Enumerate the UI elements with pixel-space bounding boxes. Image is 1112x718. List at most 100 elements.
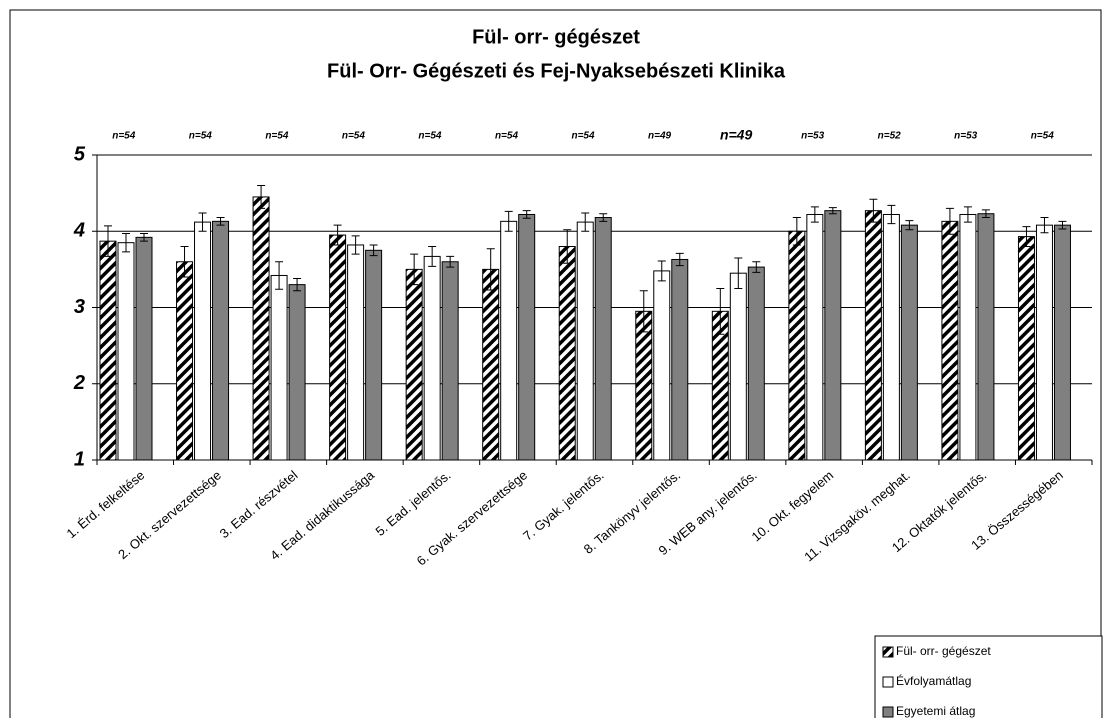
- bar: [270, 274, 288, 461]
- error-bar: [140, 233, 148, 242]
- n-label: n=54: [112, 131, 136, 142]
- error-bar: [486, 248, 495, 291]
- bar: [347, 244, 365, 461]
- error-bar: [828, 207, 837, 215]
- bar: [405, 268, 423, 461]
- error-bar: [657, 260, 666, 282]
- error-bar: [887, 204, 896, 225]
- legend-swatch: [882, 676, 894, 688]
- bar: [365, 249, 383, 461]
- y-tick-label: 4: [73, 220, 85, 242]
- error-bar: [369, 244, 378, 257]
- error-bar: [104, 225, 112, 257]
- legend-label: Évfolyamátlag: [896, 673, 971, 688]
- error-bar: [639, 290, 648, 333]
- n-label: n=53: [801, 131, 825, 142]
- bar: [329, 234, 347, 461]
- frame: [9, 9, 1102, 718]
- bar: [252, 196, 270, 461]
- bar: [423, 255, 441, 461]
- n-label: n=54: [571, 131, 595, 142]
- n-label: n=54: [1031, 131, 1055, 142]
- error-bar: [122, 233, 130, 253]
- bar: [594, 217, 612, 461]
- bar: [653, 270, 671, 461]
- bar: [441, 261, 459, 461]
- bar: [824, 210, 842, 461]
- error-bar: [716, 287, 725, 335]
- bar: [806, 213, 824, 461]
- error-bar: [752, 261, 761, 273]
- chart-subtitle: Fül- Orr- Gégészeti és Fej-Nyaksebészeti…: [327, 60, 786, 82]
- bar: [788, 230, 806, 461]
- x-tick-label: 1. Érd. felkeltése: [64, 467, 148, 541]
- error-bar: [446, 255, 455, 268]
- n-label: n=54: [495, 131, 519, 142]
- error-bar: [599, 213, 608, 222]
- legend-swatch: [882, 646, 894, 658]
- bar: [288, 284, 306, 461]
- bar: [671, 258, 689, 461]
- error-bar: [333, 224, 342, 246]
- n-label: n=54: [418, 131, 442, 142]
- legend-swatch: [882, 706, 894, 718]
- error-bar: [1058, 220, 1067, 230]
- bar: [135, 236, 153, 461]
- legend-label: Fül- orr- gégészet: [896, 644, 991, 658]
- bar: [576, 221, 594, 461]
- error-bar: [563, 229, 572, 264]
- bar: [212, 220, 230, 461]
- bar: [558, 246, 576, 461]
- bar: [1035, 224, 1053, 461]
- x-tick-label: 5. Ead. jelentős.: [372, 467, 453, 538]
- n-label: n=49: [720, 127, 753, 143]
- legend-box: [874, 635, 1103, 718]
- n-label: n=54: [265, 131, 289, 142]
- x-tick-label: 10. Okt. fegyelem: [749, 467, 837, 544]
- error-bar: [810, 206, 819, 223]
- error-bar: [275, 261, 284, 290]
- n-label: n=53: [954, 131, 978, 142]
- x-tick-label: 7. Gyak. jelentős.: [520, 467, 607, 543]
- bar: [117, 242, 135, 461]
- error-bar: [1040, 217, 1049, 234]
- error-bar: [428, 246, 437, 267]
- error-bar: [734, 257, 743, 289]
- error-bar: [257, 185, 266, 209]
- x-tick-label: 3. Ead. részvétel: [217, 467, 301, 541]
- bar: [959, 213, 977, 461]
- n-label: n=54: [342, 131, 366, 142]
- error-bar: [198, 212, 207, 232]
- error-bar: [869, 198, 878, 223]
- n-label: n=52: [878, 131, 902, 142]
- bar: [194, 221, 212, 461]
- error-bar: [351, 235, 360, 255]
- y-tick-label: 3: [74, 296, 85, 318]
- chart-title: Fül- orr- gégészet: [472, 26, 640, 48]
- y-tick-label: 2: [73, 372, 85, 394]
- bar: [882, 213, 900, 461]
- error-bar: [905, 220, 914, 231]
- error-bar: [792, 217, 801, 246]
- bar: [99, 240, 117, 461]
- error-bar: [216, 217, 225, 226]
- bar: [1053, 224, 1071, 461]
- error-bar: [675, 252, 684, 267]
- error-bar: [581, 212, 590, 232]
- error-bar: [963, 206, 972, 223]
- bar: [1017, 236, 1035, 461]
- bar: [747, 266, 765, 461]
- bar: [635, 310, 653, 461]
- bar: [900, 224, 918, 461]
- error-bar: [522, 210, 531, 219]
- bar: [729, 272, 747, 461]
- y-tick-label: 5: [74, 143, 86, 165]
- error-bar: [945, 207, 954, 235]
- error-bar: [293, 278, 302, 292]
- bar: [977, 213, 995, 461]
- error-bar: [180, 246, 189, 278]
- bar: [518, 213, 536, 461]
- error-bar: [981, 209, 990, 219]
- bar: [500, 220, 518, 461]
